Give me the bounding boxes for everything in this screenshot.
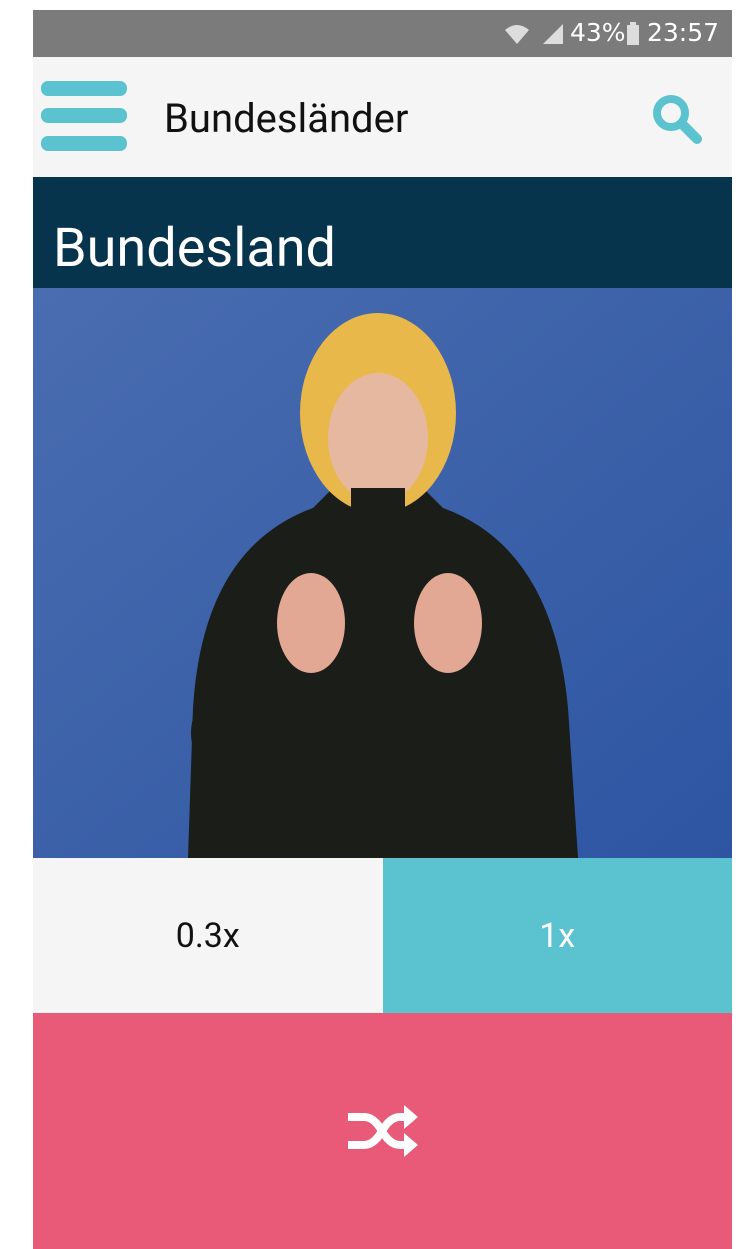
word-header: Bundesland <box>33 177 732 288</box>
battery-level: 43% <box>570 18 626 47</box>
signal-icons <box>503 22 565 46</box>
shuffle-button[interactable] <box>33 1013 732 1249</box>
status-bar: 43% 23:57 <box>33 10 732 57</box>
word-title: Bundesland <box>53 217 336 280</box>
search-button[interactable] <box>651 93 703 145</box>
clock: 23:57 <box>647 18 719 47</box>
menu-button[interactable] <box>41 79 127 153</box>
app-title: Bundesländer <box>164 95 408 142</box>
speed-button[interactable]: 1x <box>383 858 733 1013</box>
speed-button[interactable]: 0.3x <box>33 858 383 1013</box>
sign-video[interactable] <box>33 288 732 858</box>
app-bar: Bundesländer <box>33 57 732 177</box>
shuffle-icon <box>346 1101 420 1161</box>
battery-icon <box>626 22 640 46</box>
screen: 43% 23:57 Bundesländer Bundesland 0.3x 1… <box>0 0 744 1249</box>
